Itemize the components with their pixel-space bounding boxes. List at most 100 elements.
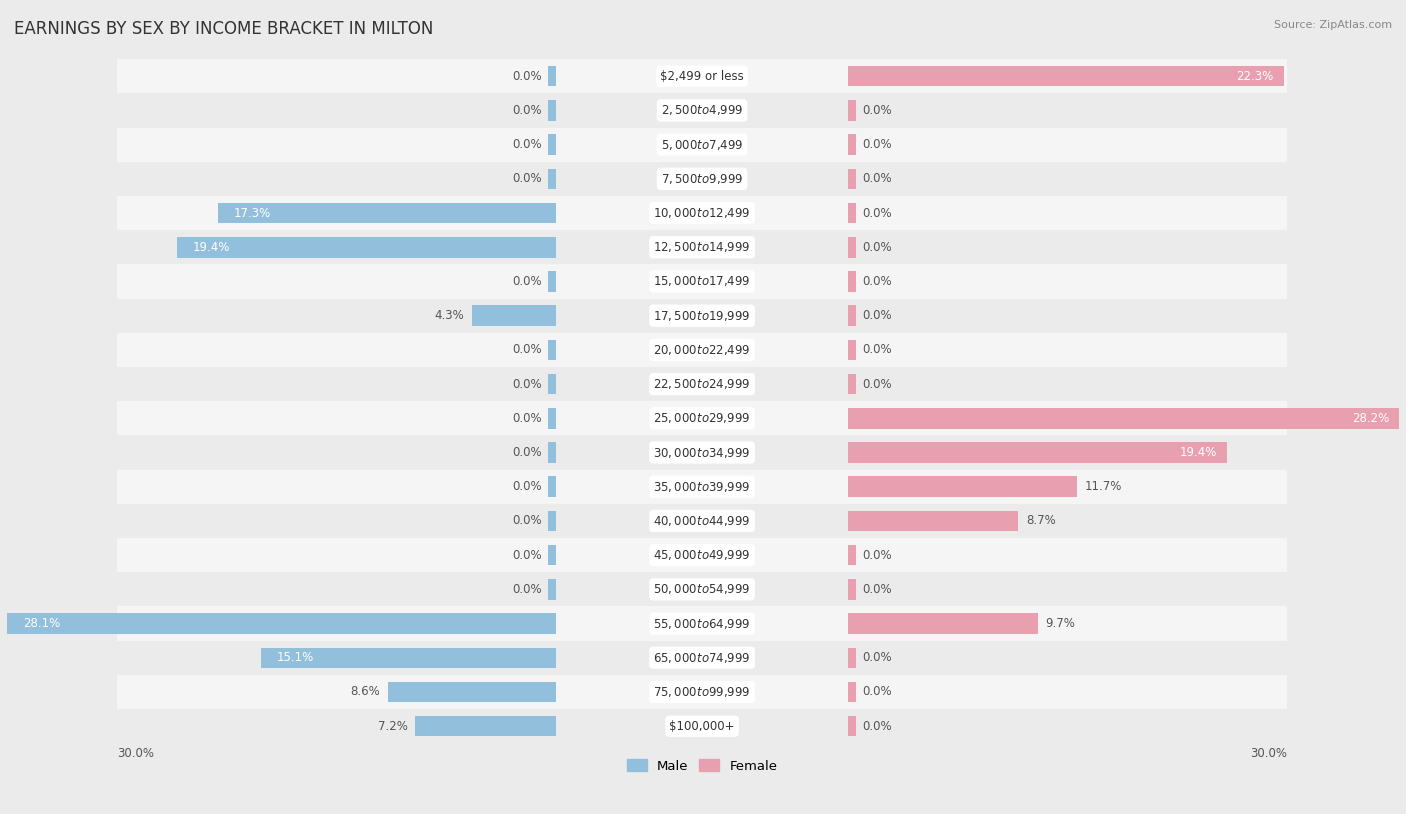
- Text: 11.7%: 11.7%: [1084, 480, 1122, 493]
- Text: $2,500 to $4,999: $2,500 to $4,999: [661, 103, 744, 117]
- Bar: [848, 374, 856, 394]
- Text: 0.0%: 0.0%: [512, 514, 543, 527]
- Text: $12,500 to $14,999: $12,500 to $14,999: [654, 240, 751, 254]
- Text: 9.7%: 9.7%: [1046, 617, 1076, 630]
- Bar: [848, 545, 856, 566]
- Bar: [177, 237, 555, 257]
- Text: $2,499 or less: $2,499 or less: [661, 70, 744, 83]
- Text: 19.4%: 19.4%: [1180, 446, 1218, 459]
- Text: 0.0%: 0.0%: [862, 720, 891, 733]
- Text: $40,000 to $44,999: $40,000 to $44,999: [654, 514, 751, 528]
- Bar: [7, 613, 555, 634]
- Text: 0.0%: 0.0%: [862, 685, 891, 698]
- Bar: [548, 374, 555, 394]
- Bar: [117, 606, 1288, 641]
- Bar: [848, 442, 1227, 463]
- Bar: [848, 681, 856, 702]
- Bar: [848, 237, 856, 257]
- Bar: [848, 134, 856, 155]
- Bar: [472, 305, 555, 326]
- Bar: [117, 401, 1288, 435]
- Text: 0.0%: 0.0%: [512, 275, 543, 288]
- Bar: [548, 408, 555, 428]
- Bar: [117, 709, 1288, 743]
- Bar: [117, 538, 1288, 572]
- Bar: [117, 641, 1288, 675]
- Bar: [548, 339, 555, 360]
- Bar: [848, 408, 1399, 428]
- Text: $30,000 to $34,999: $30,000 to $34,999: [654, 445, 751, 460]
- Bar: [262, 647, 555, 668]
- Text: 0.0%: 0.0%: [512, 70, 543, 83]
- Bar: [117, 265, 1288, 299]
- Text: $75,000 to $99,999: $75,000 to $99,999: [654, 685, 751, 699]
- Bar: [218, 203, 555, 223]
- Bar: [117, 128, 1288, 162]
- Text: 0.0%: 0.0%: [512, 104, 543, 117]
- Bar: [848, 203, 856, 223]
- Text: $5,000 to $7,499: $5,000 to $7,499: [661, 138, 744, 151]
- Text: 0.0%: 0.0%: [862, 104, 891, 117]
- Bar: [117, 299, 1288, 333]
- Text: $22,500 to $24,999: $22,500 to $24,999: [654, 377, 751, 391]
- Text: 19.4%: 19.4%: [193, 241, 231, 254]
- Text: 30.0%: 30.0%: [1250, 747, 1288, 760]
- Text: 22.3%: 22.3%: [1236, 70, 1274, 83]
- Bar: [548, 545, 555, 566]
- Text: 28.1%: 28.1%: [22, 617, 60, 630]
- Bar: [848, 100, 856, 120]
- Text: $55,000 to $64,999: $55,000 to $64,999: [654, 616, 751, 631]
- Text: 0.0%: 0.0%: [862, 207, 891, 220]
- Text: $15,000 to $17,499: $15,000 to $17,499: [654, 274, 751, 288]
- Bar: [117, 196, 1288, 230]
- Text: EARNINGS BY SEX BY INCOME BRACKET IN MILTON: EARNINGS BY SEX BY INCOME BRACKET IN MIL…: [14, 20, 433, 38]
- Text: $10,000 to $12,499: $10,000 to $12,499: [654, 206, 751, 220]
- Text: 0.0%: 0.0%: [512, 446, 543, 459]
- Text: Source: ZipAtlas.com: Source: ZipAtlas.com: [1274, 20, 1392, 30]
- Bar: [848, 66, 1284, 86]
- Text: 0.0%: 0.0%: [512, 138, 543, 151]
- Bar: [117, 230, 1288, 265]
- Bar: [117, 572, 1288, 606]
- Bar: [848, 168, 856, 189]
- Bar: [548, 100, 555, 120]
- Text: 0.0%: 0.0%: [512, 583, 543, 596]
- Text: 0.0%: 0.0%: [512, 549, 543, 562]
- Bar: [548, 476, 555, 497]
- Text: 0.0%: 0.0%: [862, 378, 891, 391]
- Text: 28.2%: 28.2%: [1351, 412, 1389, 425]
- Text: $35,000 to $39,999: $35,000 to $39,999: [654, 479, 751, 494]
- Bar: [388, 681, 555, 702]
- Text: 0.0%: 0.0%: [862, 309, 891, 322]
- Bar: [117, 59, 1288, 94]
- Bar: [548, 510, 555, 532]
- Text: $50,000 to $54,999: $50,000 to $54,999: [654, 582, 751, 597]
- Text: 15.1%: 15.1%: [277, 651, 314, 664]
- Bar: [848, 579, 856, 600]
- Bar: [117, 470, 1288, 504]
- Text: 7.2%: 7.2%: [378, 720, 408, 733]
- Text: 0.0%: 0.0%: [862, 344, 891, 357]
- Text: $20,000 to $22,499: $20,000 to $22,499: [654, 343, 751, 357]
- Bar: [117, 367, 1288, 401]
- Text: 0.0%: 0.0%: [862, 138, 891, 151]
- Legend: Male, Female: Male, Female: [621, 754, 783, 778]
- Text: 30.0%: 30.0%: [117, 747, 153, 760]
- Bar: [848, 716, 856, 737]
- Bar: [117, 333, 1288, 367]
- Bar: [548, 271, 555, 291]
- Text: $45,000 to $49,999: $45,000 to $49,999: [654, 548, 751, 562]
- Bar: [848, 510, 1018, 532]
- Text: 0.0%: 0.0%: [512, 412, 543, 425]
- Text: $7,500 to $9,999: $7,500 to $9,999: [661, 172, 744, 186]
- Text: 0.0%: 0.0%: [862, 275, 891, 288]
- Text: 0.0%: 0.0%: [862, 583, 891, 596]
- Bar: [117, 162, 1288, 196]
- Text: 0.0%: 0.0%: [862, 651, 891, 664]
- Bar: [848, 476, 1077, 497]
- Bar: [848, 339, 856, 360]
- Text: 0.0%: 0.0%: [862, 241, 891, 254]
- Bar: [548, 168, 555, 189]
- Bar: [117, 504, 1288, 538]
- Text: 0.0%: 0.0%: [512, 378, 543, 391]
